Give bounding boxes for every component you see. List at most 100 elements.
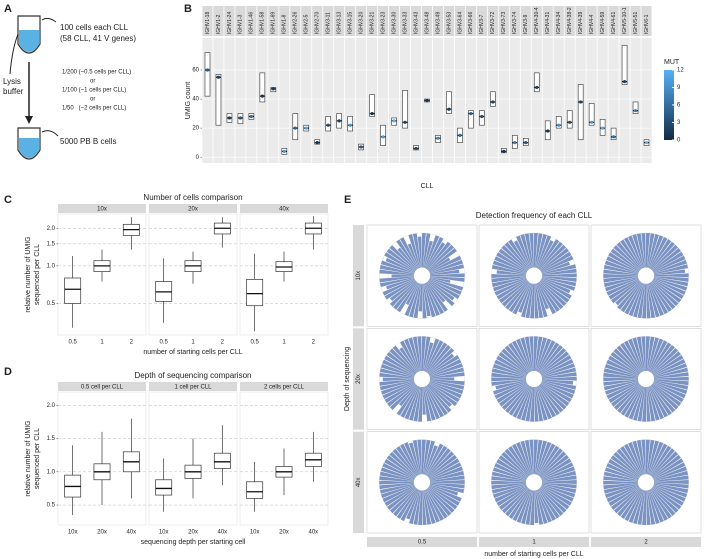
polar-bar xyxy=(649,340,668,373)
polar-bar xyxy=(495,380,527,390)
polar-bar xyxy=(604,363,639,377)
polar-bar xyxy=(429,381,464,395)
polar-bar xyxy=(385,257,415,273)
polar-bar xyxy=(653,381,688,395)
x-tick-label: 10x xyxy=(250,530,260,536)
polar-bar xyxy=(538,281,564,310)
point xyxy=(326,123,330,127)
polar-bar xyxy=(389,451,417,478)
range-box xyxy=(533,72,540,93)
polar-bar xyxy=(508,282,530,313)
facet-label: 20x xyxy=(188,207,198,213)
point xyxy=(348,123,352,127)
polar-bar xyxy=(539,384,567,410)
facet-panel xyxy=(564,38,575,163)
polar-bar xyxy=(428,486,458,510)
polar-bar xyxy=(417,236,422,268)
polar-bar xyxy=(620,342,642,373)
facet-strip xyxy=(509,6,520,36)
facet-label: IGHV1-8 xyxy=(282,14,288,34)
facet-label: IGHV3-30 xyxy=(391,12,397,34)
y-tick-label: 0 xyxy=(196,155,200,161)
polar-bar xyxy=(379,482,415,490)
polar-bar xyxy=(492,467,527,481)
polar-bar xyxy=(652,454,681,478)
polar-bar xyxy=(494,485,527,503)
polar-bar xyxy=(498,351,528,375)
polar-bar xyxy=(396,446,418,476)
polar-bar xyxy=(617,384,642,413)
polar-bar xyxy=(647,386,660,421)
polar-bar xyxy=(408,337,421,372)
polar-bar xyxy=(429,470,464,481)
polar-bar xyxy=(491,264,527,275)
polar-bar xyxy=(604,277,639,288)
point xyxy=(227,116,232,120)
polar-bar xyxy=(429,377,455,381)
polar-bar xyxy=(608,279,640,300)
facet-label: IGHV1-58 xyxy=(260,12,266,34)
polar-bar xyxy=(653,278,686,296)
facet-strip xyxy=(149,382,237,391)
polar-bar xyxy=(628,235,644,269)
polar-bar xyxy=(404,338,420,372)
polar-bar xyxy=(608,355,640,376)
polar-bar xyxy=(508,446,530,476)
facet-label: IGHV6-1 xyxy=(644,14,650,34)
polar-bar xyxy=(423,342,434,372)
diagram-text: buffer xyxy=(3,87,24,96)
polar-bar xyxy=(606,462,639,480)
polar-bar xyxy=(541,276,577,287)
polar-bar xyxy=(427,384,452,408)
polar-bar xyxy=(647,337,659,372)
facet-label: IGHV3-7 xyxy=(479,14,485,34)
diagram-text: Lysis xyxy=(3,77,21,86)
polar-bar xyxy=(392,448,418,477)
polar-bar xyxy=(499,280,528,304)
polar-bar xyxy=(628,489,644,523)
polar-bar xyxy=(400,385,419,418)
polar-bar xyxy=(520,440,533,475)
polar-bar xyxy=(406,489,420,520)
polar-bar xyxy=(496,355,528,376)
facet-strip xyxy=(487,6,498,36)
polar-bar xyxy=(650,281,676,310)
polar-bar xyxy=(508,239,530,270)
polar-bar xyxy=(616,242,642,270)
facet-label: IGHV3-48 xyxy=(424,12,430,34)
polar-bar xyxy=(491,471,527,482)
polar-bar xyxy=(384,382,416,403)
polar-bar xyxy=(539,280,567,307)
point xyxy=(271,87,275,91)
point xyxy=(513,141,517,145)
polar-bar xyxy=(636,233,646,268)
facet-strip xyxy=(608,6,619,36)
facet-panel xyxy=(476,38,487,163)
polar-bar xyxy=(541,261,570,274)
polar-bar xyxy=(637,283,646,319)
range-box xyxy=(215,74,222,126)
polar-bar xyxy=(493,484,527,499)
polar-bar xyxy=(646,490,656,525)
polar-bar xyxy=(540,486,570,510)
polar-bar xyxy=(396,239,418,270)
polar-bar xyxy=(501,245,529,271)
polar-bar xyxy=(604,260,639,274)
point xyxy=(579,100,583,104)
polar-bar xyxy=(424,386,440,420)
polar-bar xyxy=(535,489,548,524)
polar-bar xyxy=(501,280,529,307)
polar-bar xyxy=(404,442,420,476)
polar-bar xyxy=(425,385,444,418)
polar-bar xyxy=(541,359,574,376)
polar-bar xyxy=(534,490,544,525)
facet-label: IGHV3-43 xyxy=(413,12,419,34)
polar-bar xyxy=(650,384,676,413)
polar-bar xyxy=(505,281,530,310)
polar-bar xyxy=(525,490,534,525)
facet-label: IGHV3-33 xyxy=(402,12,408,34)
y-axis-title: relative number of UMIG xyxy=(25,420,32,496)
point xyxy=(447,107,451,111)
facet-strip xyxy=(290,6,301,36)
polar-bar xyxy=(393,281,418,310)
